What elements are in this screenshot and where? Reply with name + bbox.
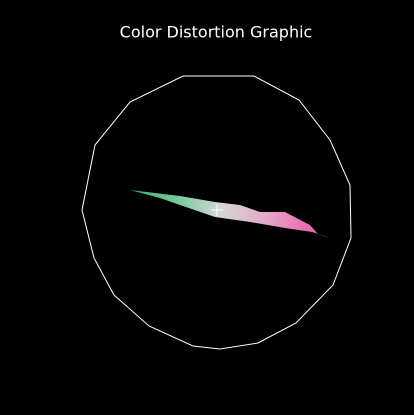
distortion-shape (130, 190, 330, 238)
title: Color Distortion Graphic (120, 23, 313, 42)
gamut-outline (81, 75, 352, 350)
